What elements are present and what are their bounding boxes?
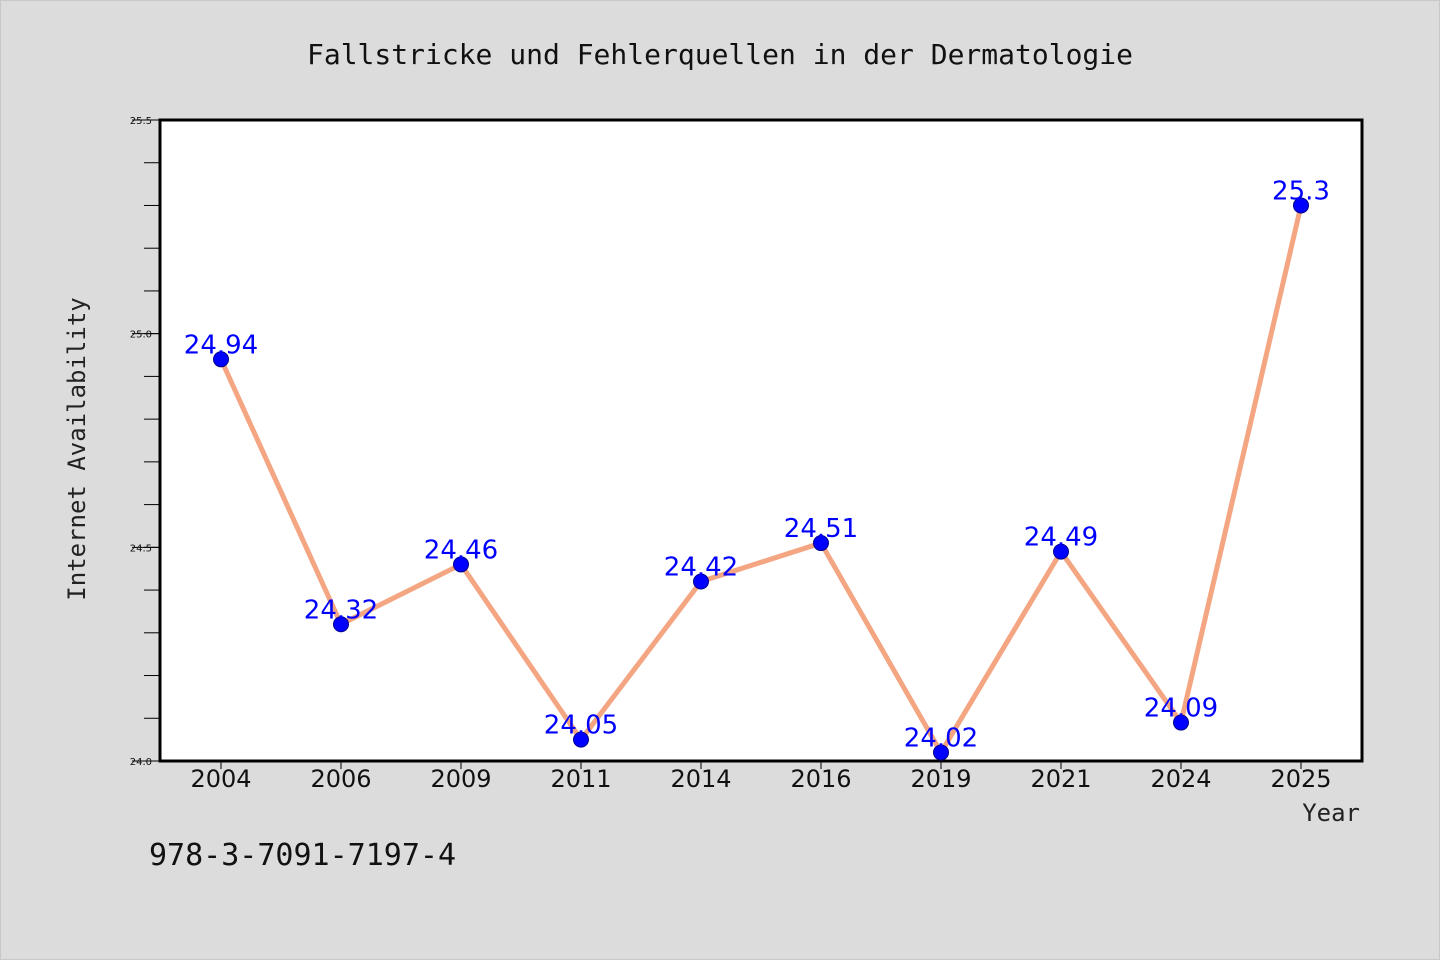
data-label: 24.05 — [544, 711, 618, 741]
x-tick-label: 2009 — [430, 765, 491, 793]
data-label: 24.46 — [424, 535, 498, 565]
data-label: 24.49 — [1024, 523, 1098, 553]
data-label: 24.51 — [784, 514, 858, 544]
data-label: 24.09 — [1144, 694, 1218, 724]
chart-title: Fallstricke und Fehlerquellen in der Der… — [307, 38, 1133, 71]
x-axis: 2004 2006 2009 2011 2014 2016 2019 2021 2024 2025 — [190, 761, 1332, 793]
series-line — [218, 202, 1304, 755]
data-point — [813, 535, 829, 552]
data-point — [1053, 543, 1069, 560]
x-tick-label: 2016 — [790, 765, 851, 793]
plot-area — [158, 118, 1364, 763]
x-tick-label: 2011 — [550, 765, 611, 793]
x-tick-label: 2024 — [1150, 765, 1211, 793]
data-label: 24.32 — [304, 595, 378, 625]
x-tick-label: 2004 — [190, 765, 251, 793]
data-point — [453, 556, 469, 573]
data-point — [1173, 714, 1189, 731]
data-label: 24.94 — [184, 330, 258, 360]
x-tick-label: 2014 — [670, 765, 731, 793]
data-point — [693, 573, 709, 590]
x-tick-label: 2021 — [1030, 765, 1091, 793]
data-point — [573, 731, 589, 748]
isbn-footnote: 978-3-7091-7197-4 — [149, 838, 456, 873]
y-axis: 24.0 24.5 25.0 25.5 — [130, 116, 160, 768]
data-label: 25.3 — [1272, 176, 1330, 206]
x-tick-label: 2006 — [310, 765, 371, 793]
y-tick-label: 24.0 — [130, 757, 152, 768]
data-point — [213, 351, 229, 368]
x-tick-label: 2019 — [910, 765, 971, 793]
series-layer: 24.94 24.32 24.46 24.05 24.42 24.51 24.02 24.49… — [184, 176, 1330, 761]
y-tick-label: 25.0 — [130, 330, 152, 341]
data-point — [1293, 197, 1309, 214]
data-label: 24.02 — [904, 723, 978, 753]
y-tick-label: 25.5 — [130, 116, 152, 127]
data-point — [933, 744, 949, 761]
y-axis-label: Internet Availability — [63, 297, 91, 600]
data-label: 24.42 — [664, 553, 738, 583]
data-point — [333, 616, 349, 633]
y-tick-label: 24.5 — [130, 543, 152, 554]
x-tick-label: 2025 — [1270, 765, 1331, 793]
x-axis-label: Year — [1302, 799, 1360, 827]
